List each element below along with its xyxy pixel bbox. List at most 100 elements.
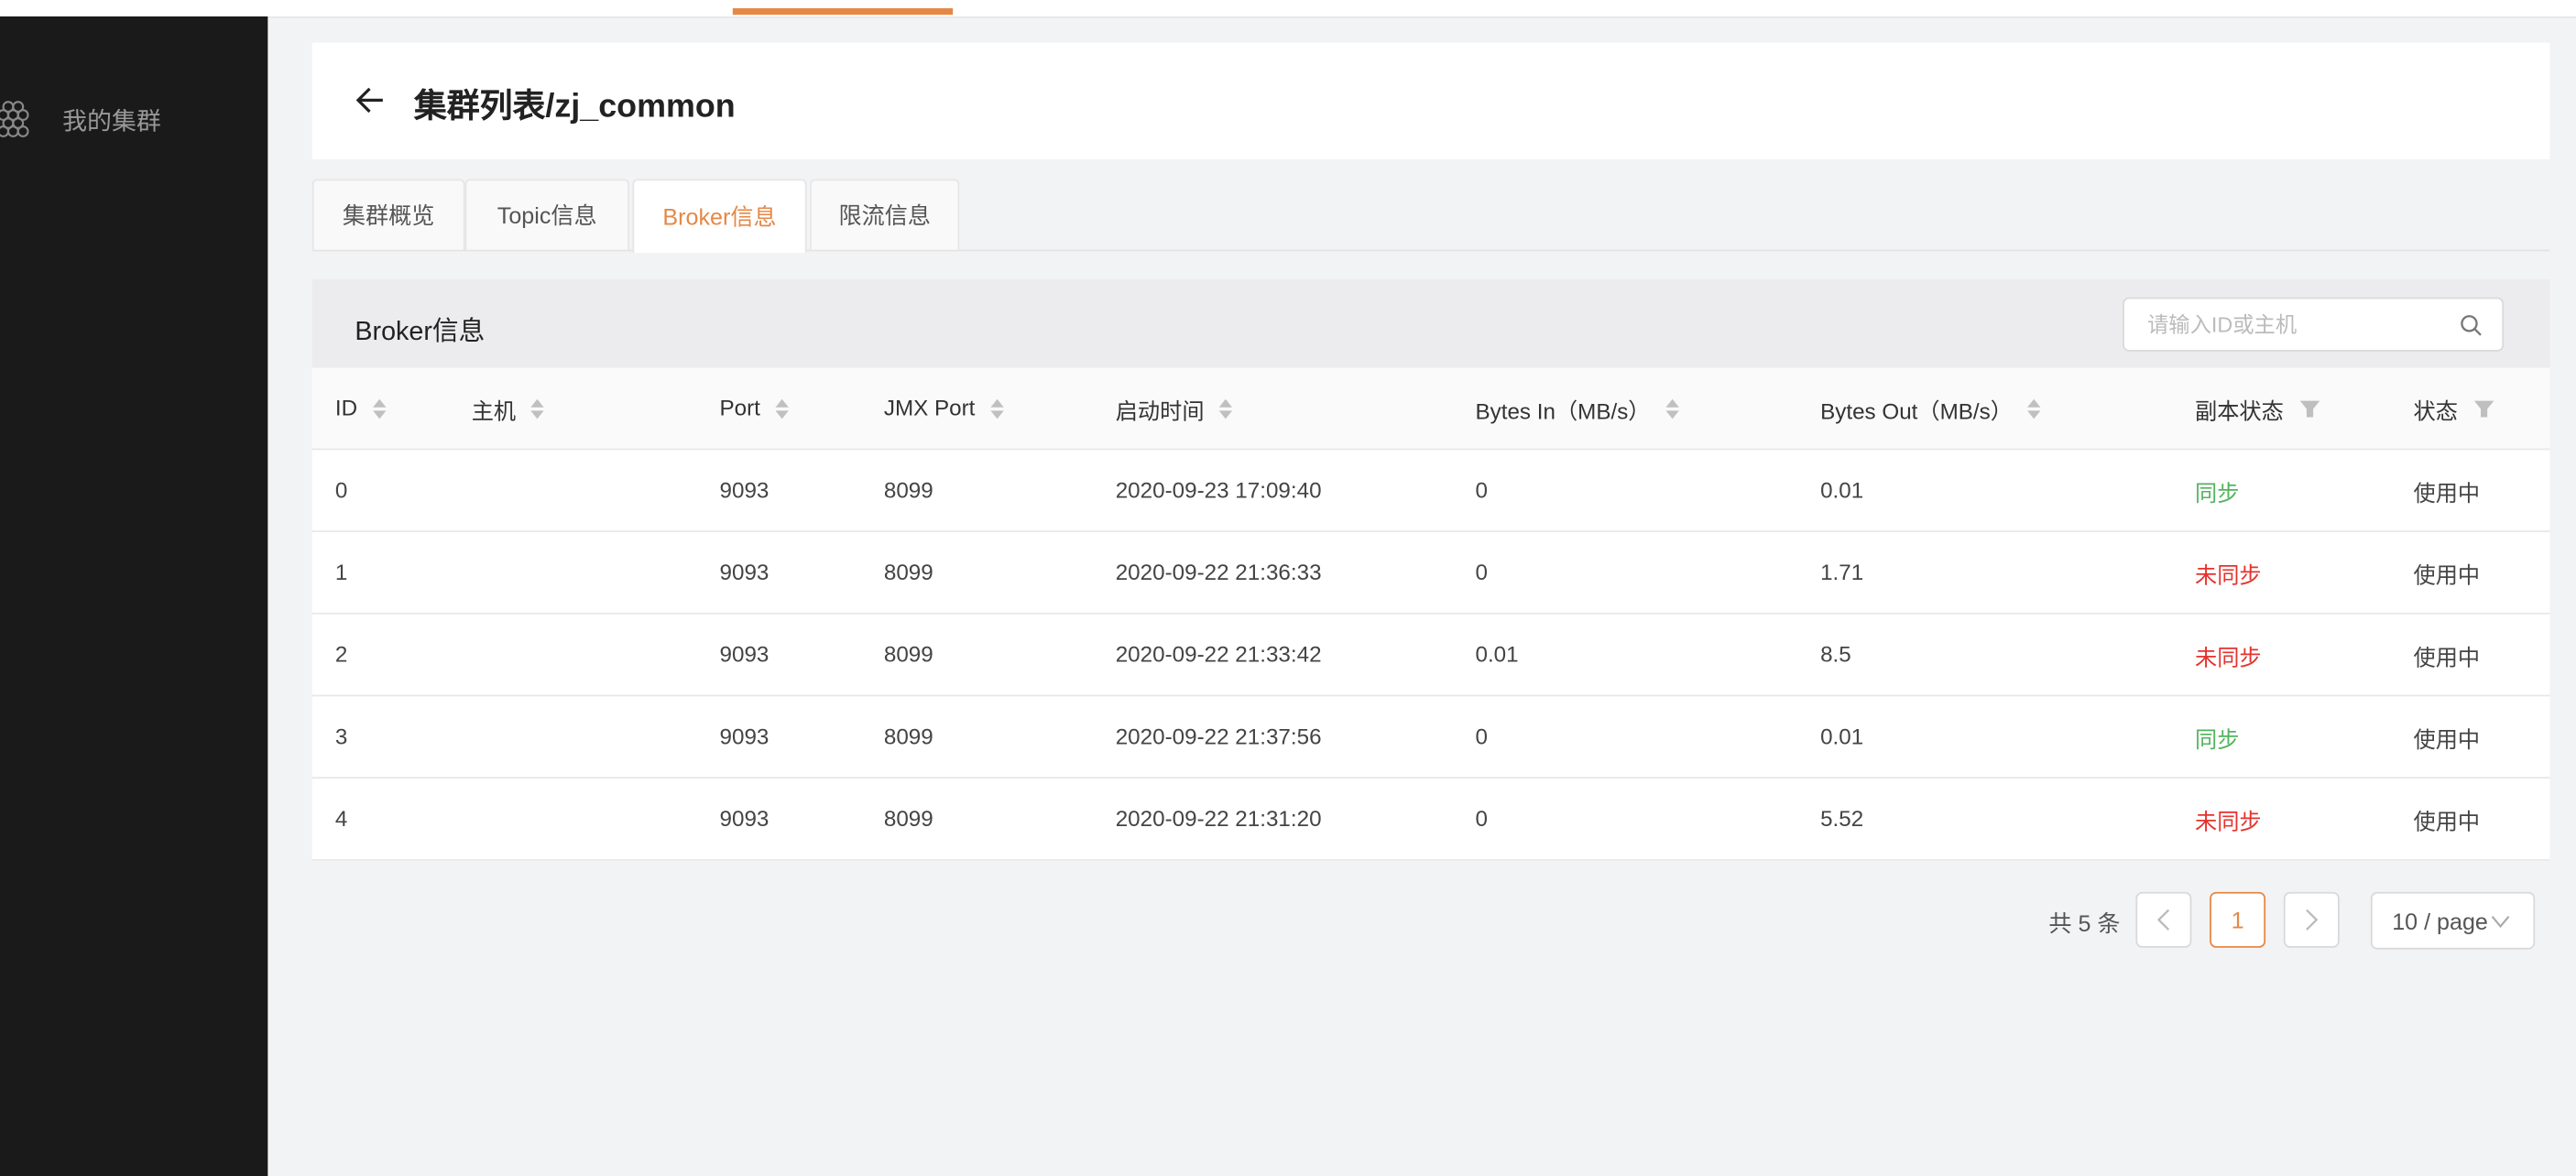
table-body: 0 9093 8099 2020-09-23 17:09:40 0 0.01 同步 使用中 1 9… bbox=[311, 450, 2550, 861]
page-size-select[interactable]: 10 / page bbox=[2370, 891, 2536, 950]
sort-icon[interactable] bbox=[1218, 397, 1233, 419]
cell-port: 9093 bbox=[719, 477, 770, 503]
column-header-bytes-in[interactable]: Bytes In（MB/s） bbox=[1475, 368, 1679, 449]
cell-bytes-out: 1.71 bbox=[1820, 560, 1864, 585]
sort-icon[interactable] bbox=[989, 397, 1003, 419]
page-header: 集群列表/zj_common bbox=[311, 42, 2550, 159]
cell-replica-status: 未同步 bbox=[2194, 562, 2262, 588]
column-label: JMX Port bbox=[883, 396, 976, 421]
column-label: ID bbox=[334, 396, 358, 421]
cell-bytes-in: 0 bbox=[1475, 560, 1488, 585]
sort-icon[interactable] bbox=[2027, 397, 2041, 419]
tab-throttle-info[interactable]: 限流信息 bbox=[810, 179, 960, 250]
next-page-button[interactable] bbox=[2283, 891, 2340, 948]
cell-id: 0 bbox=[334, 477, 348, 503]
page-title: 集群列表/zj_common bbox=[413, 88, 736, 125]
sidebar-item-my-clusters[interactable]: 我的集群 bbox=[0, 95, 161, 145]
cell-jmx-port: 8099 bbox=[883, 724, 933, 749]
table-row[interactable]: 2 9093 8099 2020-09-22 21:33:42 0.01 8.5 未同步 使用… bbox=[311, 615, 2550, 697]
cell-replica-status: 未同步 bbox=[2194, 644, 2262, 670]
sidebar-item-label: 我的集群 bbox=[62, 107, 161, 136]
tab-broker-info[interactable]: Broker信息 bbox=[632, 179, 807, 254]
top-nav bbox=[0, 0, 2576, 18]
column-label: 启动时间 bbox=[1115, 397, 1205, 423]
sort-icon[interactable] bbox=[775, 397, 789, 419]
cell-start-time: 2020-09-22 21:36:33 bbox=[1115, 560, 1322, 585]
sort-icon[interactable] bbox=[372, 397, 386, 419]
cell-status: 使用中 bbox=[2413, 809, 2481, 834]
column-label: Bytes Out（MB/s） bbox=[1820, 397, 2013, 423]
cell-bytes-out: 5.52 bbox=[1820, 806, 1864, 832]
pagination-total: 共 5 条 bbox=[2048, 909, 2121, 937]
chevron-left-icon bbox=[2156, 909, 2170, 931]
column-header-jmx-port[interactable]: JMX Port bbox=[884, 368, 1003, 449]
cell-replica-status: 同步 bbox=[2194, 480, 2240, 506]
cell-status: 使用中 bbox=[2413, 726, 2481, 752]
cell-status: 使用中 bbox=[2413, 480, 2481, 506]
chevron-right-icon bbox=[2306, 909, 2319, 931]
cell-bytes-in: 0 bbox=[1475, 724, 1488, 749]
column-label: Bytes In（MB/s） bbox=[1475, 397, 1651, 423]
cell-start-time: 2020-09-23 17:09:40 bbox=[1115, 477, 1322, 503]
cell-start-time: 2020-09-22 21:37:56 bbox=[1115, 724, 1322, 749]
broker-section-header: Broker信息 bbox=[311, 278, 2550, 368]
arrow-left-icon[interactable] bbox=[355, 82, 387, 118]
cell-id: 4 bbox=[334, 806, 348, 832]
sort-icon[interactable] bbox=[1665, 397, 1679, 419]
cell-id: 1 bbox=[334, 560, 348, 585]
table-row[interactable]: 3 9093 8099 2020-09-22 21:37:56 0 0.01 同步 使用中 bbox=[311, 696, 2550, 779]
cell-bytes-in: 0.01 bbox=[1475, 642, 1519, 668]
search-input[interactable] bbox=[2144, 310, 2447, 339]
cell-port: 9093 bbox=[719, 806, 770, 832]
sort-icon[interactable] bbox=[530, 397, 544, 419]
cell-status: 使用中 bbox=[2413, 644, 2481, 670]
column-header-port[interactable]: Port bbox=[720, 368, 789, 449]
column-label: 主机 bbox=[471, 397, 517, 423]
tab-cluster-overview[interactable]: 集群概览 bbox=[311, 179, 465, 250]
cell-jmx-port: 8099 bbox=[883, 477, 933, 503]
cell-replica-status: 同步 bbox=[2194, 726, 2240, 752]
filter-icon[interactable] bbox=[2473, 398, 2494, 419]
cell-jmx-port: 8099 bbox=[883, 806, 933, 832]
tab-topic-info[interactable]: Topic信息 bbox=[464, 179, 629, 250]
page-1-button[interactable]: 1 bbox=[2210, 891, 2266, 948]
cell-bytes-in: 0 bbox=[1475, 806, 1488, 832]
column-header-id[interactable]: ID bbox=[335, 368, 386, 449]
column-label: Port bbox=[719, 396, 760, 421]
cell-id: 2 bbox=[334, 642, 348, 668]
column-label: 状态 bbox=[2413, 397, 2458, 423]
column-header-replica-status[interactable]: 副本状态 bbox=[2194, 368, 2320, 449]
cell-bytes-out: 8.5 bbox=[1820, 642, 1851, 668]
cell-port: 9093 bbox=[719, 642, 770, 668]
tab-bar: 集群概览 Topic信息 Broker信息 限流信息 bbox=[311, 178, 2550, 254]
sidebar: 我的集群 bbox=[0, 16, 268, 1176]
column-header-host[interactable]: 主机 bbox=[472, 368, 544, 449]
table-row[interactable]: 4 9093 8099 2020-09-22 21:31:20 0 5.52 未同步 使用中 bbox=[311, 779, 2550, 861]
cell-bytes-in: 0 bbox=[1475, 477, 1488, 503]
cell-replica-status: 未同步 bbox=[2194, 809, 2262, 834]
column-header-start-time[interactable]: 启动时间 bbox=[1115, 368, 1233, 449]
search-icon[interactable] bbox=[2460, 314, 2483, 337]
table-row[interactable]: 1 9093 8099 2020-09-22 21:36:33 0 1.71 未同步 使用中 bbox=[311, 532, 2550, 615]
cell-status: 使用中 bbox=[2413, 562, 2481, 588]
cell-id: 3 bbox=[334, 724, 348, 749]
cell-start-time: 2020-09-22 21:33:42 bbox=[1115, 642, 1322, 668]
chevron-down-icon bbox=[2492, 915, 2511, 928]
prev-page-button[interactable] bbox=[2135, 891, 2192, 948]
column-header-bytes-out[interactable]: Bytes Out（MB/s） bbox=[1820, 368, 2041, 449]
cell-port: 9093 bbox=[719, 724, 770, 749]
cell-bytes-out: 0.01 bbox=[1820, 724, 1864, 749]
broker-table: ID 主机 Port JMX Port 启动时间 Bytes In（MB/s） Bytes … bbox=[311, 367, 2550, 861]
filter-icon[interactable] bbox=[2299, 398, 2320, 419]
cell-port: 9093 bbox=[719, 560, 770, 585]
cell-start-time: 2020-09-22 21:31:20 bbox=[1115, 806, 1322, 832]
column-label: 副本状态 bbox=[2194, 397, 2284, 423]
table-header: ID 主机 Port JMX Port 启动时间 Bytes In（MB/s） Bytes … bbox=[311, 367, 2550, 451]
cell-bytes-out: 0.01 bbox=[1820, 477, 1864, 503]
column-header-status[interactable]: 状态 bbox=[2414, 368, 2494, 449]
page-size-value: 10 / page bbox=[2392, 907, 2488, 934]
top-nav-active-indicator bbox=[732, 7, 954, 16]
search-box[interactable] bbox=[2123, 297, 2505, 352]
table-row[interactable]: 0 9093 8099 2020-09-23 17:09:40 0 0.01 同步 使用中 bbox=[311, 450, 2550, 533]
cell-jmx-port: 8099 bbox=[883, 560, 933, 585]
